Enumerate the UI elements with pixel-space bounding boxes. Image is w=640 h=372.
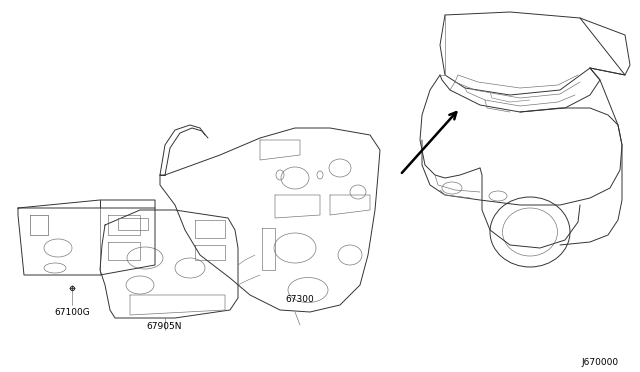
Text: 67100G: 67100G [54,308,90,317]
Text: 67905N: 67905N [147,322,182,331]
Text: J670000: J670000 [581,358,619,367]
Text: 67300: 67300 [285,295,314,304]
